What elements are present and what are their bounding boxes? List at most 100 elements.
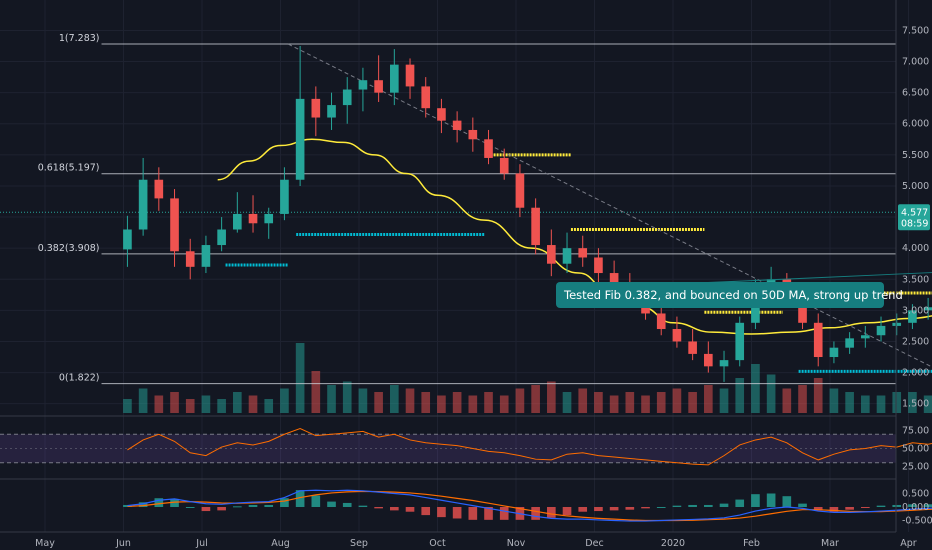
trend-line-segment bbox=[288, 43, 932, 368]
candle-body bbox=[704, 353, 713, 367]
volume-bar bbox=[704, 385, 713, 413]
price-tick-label: 2.000 bbox=[902, 368, 929, 379]
macd-pane bbox=[123, 489, 932, 522]
volume-bar bbox=[390, 385, 399, 413]
candle-body bbox=[217, 229, 226, 246]
candle-body bbox=[547, 245, 556, 264]
time-tick-label: 2020 bbox=[661, 538, 685, 549]
macd-histogram-bar bbox=[531, 507, 540, 520]
macd-histogram-bar bbox=[813, 507, 823, 511]
candle-body bbox=[201, 245, 211, 267]
trend-line[interactable] bbox=[288, 43, 932, 379]
fibonacci-retracement[interactable]: 1(7.283) 0.618(5.197) 0.382(3.908) 0(1.822) bbox=[38, 33, 896, 385]
macd-histogram-bar bbox=[735, 499, 745, 507]
macd-histogram-bar bbox=[562, 507, 572, 516]
volume-bar bbox=[327, 385, 336, 413]
price-tick-label: 7.000 bbox=[902, 57, 929, 68]
indicator-panes bbox=[0, 415, 896, 480]
volume-bar bbox=[515, 388, 525, 413]
macd-histogram-bar bbox=[594, 507, 603, 512]
price-tick-label: 3.500 bbox=[902, 274, 929, 285]
time-tick-label: Jul bbox=[195, 538, 207, 549]
time-tick-label: Jun bbox=[115, 538, 131, 549]
macd-histogram-bar bbox=[798, 503, 807, 507]
macd-histogram-bar bbox=[547, 507, 556, 518]
volume-bar bbox=[154, 395, 164, 413]
candle-body bbox=[531, 207, 540, 246]
volume-bar bbox=[185, 399, 195, 413]
candle-body bbox=[264, 213, 274, 224]
time-tick-label: May bbox=[35, 538, 55, 549]
macd-histogram-bar bbox=[233, 506, 242, 508]
time-tick-label: Apr bbox=[900, 538, 917, 549]
macd-histogram-bar bbox=[201, 507, 211, 512]
candle-body bbox=[923, 307, 932, 311]
candle-body bbox=[342, 89, 352, 106]
macd-histogram-bar bbox=[154, 498, 164, 507]
candle-body bbox=[594, 257, 603, 274]
price-tick-label: 1.500 bbox=[902, 399, 929, 410]
candle-body bbox=[233, 213, 242, 230]
candle-body bbox=[421, 86, 431, 109]
time-tick-label: Aug bbox=[271, 538, 290, 549]
volume-bar bbox=[594, 392, 603, 413]
macd-histogram-bar bbox=[892, 504, 902, 507]
volume-bar bbox=[437, 395, 446, 413]
callout-box[interactable] bbox=[556, 282, 884, 308]
price-tick-label: 3.000 bbox=[902, 305, 929, 316]
volume-bar bbox=[499, 395, 509, 413]
candle-body bbox=[719, 360, 729, 367]
price-tick-label: 4.000 bbox=[902, 243, 929, 254]
candle-body bbox=[248, 213, 258, 224]
current-price-tag: 4.577 08:59 bbox=[898, 204, 930, 231]
volume-bar bbox=[562, 392, 572, 413]
macd-histogram-bar bbox=[264, 504, 274, 507]
candle-body bbox=[390, 64, 399, 93]
candle-body bbox=[892, 322, 902, 326]
time-tick-label: Mar bbox=[821, 538, 839, 549]
grid bbox=[0, 0, 909, 532]
volume-bar bbox=[295, 343, 305, 413]
volume-bar bbox=[468, 395, 478, 413]
candle-body bbox=[123, 229, 132, 250]
macd-histogram-bar bbox=[688, 504, 697, 507]
macd-line bbox=[127, 489, 932, 522]
candle-body bbox=[829, 347, 839, 358]
macd-histogram-bar bbox=[656, 507, 666, 508]
volume-bar bbox=[798, 385, 807, 413]
candle-body bbox=[138, 179, 148, 230]
volume-bar bbox=[782, 388, 792, 413]
macd-histogram-bar bbox=[217, 507, 226, 511]
candle-body bbox=[484, 139, 493, 158]
rsi-line bbox=[127, 428, 932, 466]
candle-body bbox=[358, 80, 368, 90]
candle-body bbox=[656, 313, 666, 330]
annotation-callout[interactable]: Tested Fib 0.382, and bounced on 50D MA,… bbox=[556, 247, 932, 308]
candle-body bbox=[327, 105, 336, 118]
volume-bar bbox=[845, 392, 854, 413]
candle-body bbox=[452, 120, 462, 130]
macd-histogram-bar bbox=[248, 504, 258, 507]
volume-bar bbox=[421, 392, 431, 413]
macd-histogram-bar bbox=[452, 507, 462, 519]
macd-histogram-bar bbox=[751, 494, 760, 507]
candle-body bbox=[154, 179, 164, 199]
macd-histogram-bar bbox=[672, 505, 682, 507]
candle-body bbox=[515, 173, 525, 208]
macd-histogram-bar bbox=[295, 490, 305, 507]
price-tick-label: 6.000 bbox=[902, 119, 929, 130]
price-tick-label: 2.500 bbox=[902, 336, 929, 347]
candle-body bbox=[876, 325, 886, 336]
macd-histogram-bar bbox=[185, 507, 195, 508]
candle-body bbox=[311, 98, 321, 118]
volume-bar bbox=[217, 399, 226, 413]
time-axis[interactable]: May Jun Jul Aug Sep Oct Nov Dec 2020 Feb Mar Apr bbox=[0, 531, 917, 549]
macd-histogram-bar bbox=[437, 507, 446, 518]
candle-body bbox=[562, 248, 572, 264]
volume-bar bbox=[248, 395, 258, 413]
time-tick-label: Feb bbox=[743, 538, 760, 549]
volume-bar bbox=[280, 388, 289, 413]
price-tag-background bbox=[898, 204, 930, 231]
price-tick-label: 7.500 bbox=[902, 25, 929, 36]
